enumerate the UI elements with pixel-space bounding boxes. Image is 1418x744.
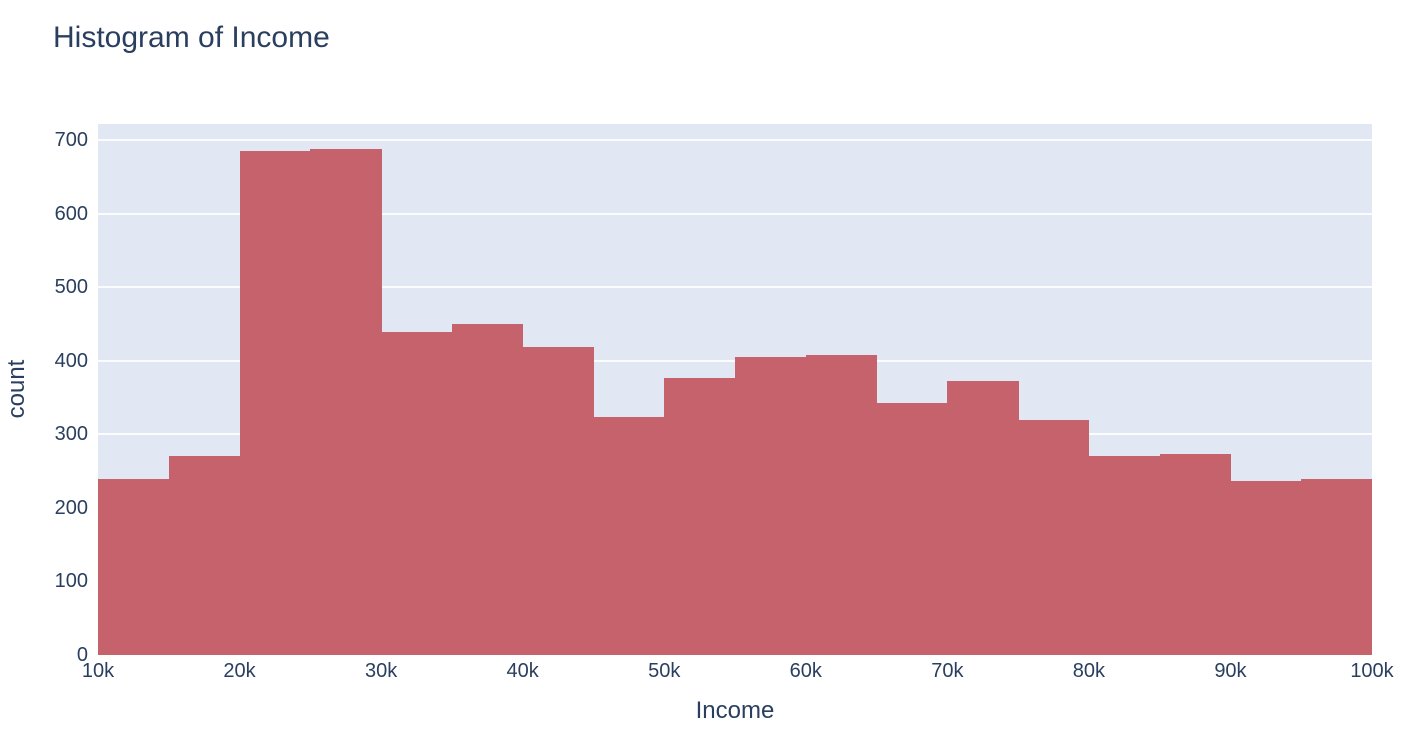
x-tick-label-50k: 50k [648, 660, 681, 682]
histogram-bar-60k-65k[interactable] [805, 354, 878, 655]
histogram-bar-25k-30k[interactable] [310, 149, 382, 655]
histogram-bar-35k-40k[interactable] [451, 324, 524, 655]
x-tick-label-30k: 30k [364, 660, 398, 682]
y-tick-label-100: 100 [54, 570, 88, 593]
y-tick-label-300: 300 [54, 423, 88, 446]
histogram-bar-40k-45k[interactable] [522, 346, 594, 655]
histogram-bar-55k-60k[interactable] [735, 357, 807, 655]
histogram-bar-75k-80k[interactable] [1018, 420, 1090, 655]
histogram-bar-15k-20k[interactable] [168, 456, 241, 655]
chart-title: Histogram of Income [53, 21, 330, 54]
y-tick-label-700: 700 [54, 129, 88, 152]
histogram-bar-45k-50k[interactable] [593, 416, 665, 655]
gridline-y-500 [98, 286, 1372, 289]
y-tick-label-600: 600 [54, 202, 88, 225]
histogram-bar-70k-75k[interactable] [947, 381, 1019, 655]
x-tick-label-90k: 90k [1214, 660, 1247, 682]
histogram-bar-30k-35k[interactable] [381, 332, 453, 655]
gridline-y-600 [98, 212, 1372, 215]
histogram-bar-20k-25k[interactable] [239, 151, 311, 655]
y-tick-label-400: 400 [54, 349, 88, 372]
gridline-y-700 [98, 139, 1372, 142]
x-tick-label-10k: 10k [81, 660, 115, 682]
histogram-bar-65k-70k[interactable] [876, 402, 948, 655]
y-tick-label-500: 500 [54, 276, 88, 299]
histogram-bar-10k-15k[interactable] [98, 478, 170, 655]
x-axis-title: Income [695, 697, 775, 724]
y-tick-label-0: 0 [76, 644, 88, 666]
x-tick-label-70k: 70k [931, 660, 964, 682]
y-tick-label-200: 200 [54, 496, 88, 519]
x-tick-label-40k: 40k [506, 660, 539, 682]
histogram-bar-50k-55k[interactable] [664, 378, 736, 655]
histogram-bar-95k-100k[interactable] [1301, 479, 1373, 655]
x-tick-label-60k: 60k [789, 660, 822, 682]
histogram-bar-90k-95k[interactable] [1230, 481, 1302, 655]
histogram-bar-80k-85k[interactable] [1088, 456, 1161, 655]
x-tick-label-80k: 80k [1072, 660, 1105, 682]
x-tick-label-20k: 20k [223, 660, 256, 682]
plot-area[interactable] [98, 124, 1373, 655]
histogram-bar-85k-90k[interactable] [1159, 454, 1231, 655]
x-tick-label-100k: 100k [1350, 660, 1394, 682]
